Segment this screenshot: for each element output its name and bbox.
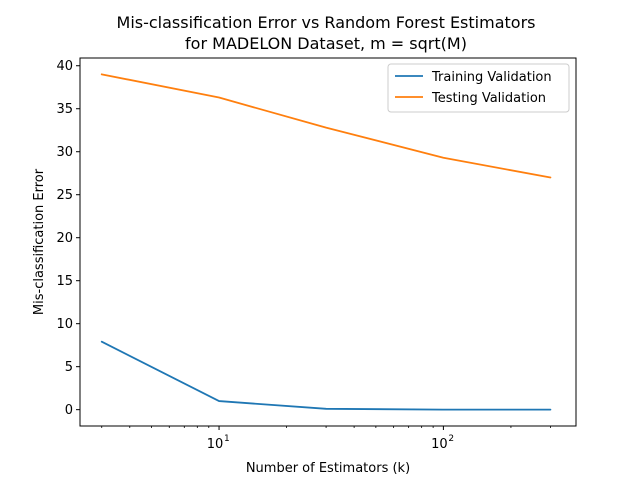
series-layer [100,73,552,411]
x-tick-exponent: 1 [224,434,230,444]
x-tick-label: 10 [207,437,224,452]
series-line-testing [100,73,552,179]
y-tick-label: 15 [56,274,73,289]
x-tick-exponent: 2 [448,434,454,444]
series-line-training [100,340,552,411]
x-tick-label: 10 [431,437,448,452]
y-tick-label: 40 [56,59,73,74]
chart-title-line2: for MADELON Dataset, m = sqrt(M) [185,34,467,53]
y-tick-label: 10 [56,317,73,332]
x-axis-label: Number of Estimators (k) [246,461,410,476]
y-tick-label: 5 [65,360,73,375]
legend-label-training: Training Validation [431,70,552,85]
legend: Training Validation Testing Validation [387,63,570,113]
y-tick-label: 35 [56,102,73,117]
y-tick-label: 25 [56,188,73,203]
y-axis-label: Mis-classification Error [32,168,47,315]
y-tick-label: 30 [56,145,73,160]
legend-box [387,63,570,113]
plot-frame [79,57,577,427]
legend-label-testing: Testing Validation [431,91,546,106]
chart-title-line1: Mis-classification Error vs Random Fores… [117,13,536,32]
y-tick-label: 0 [65,403,73,418]
y-tick-label: 20 [56,231,73,246]
